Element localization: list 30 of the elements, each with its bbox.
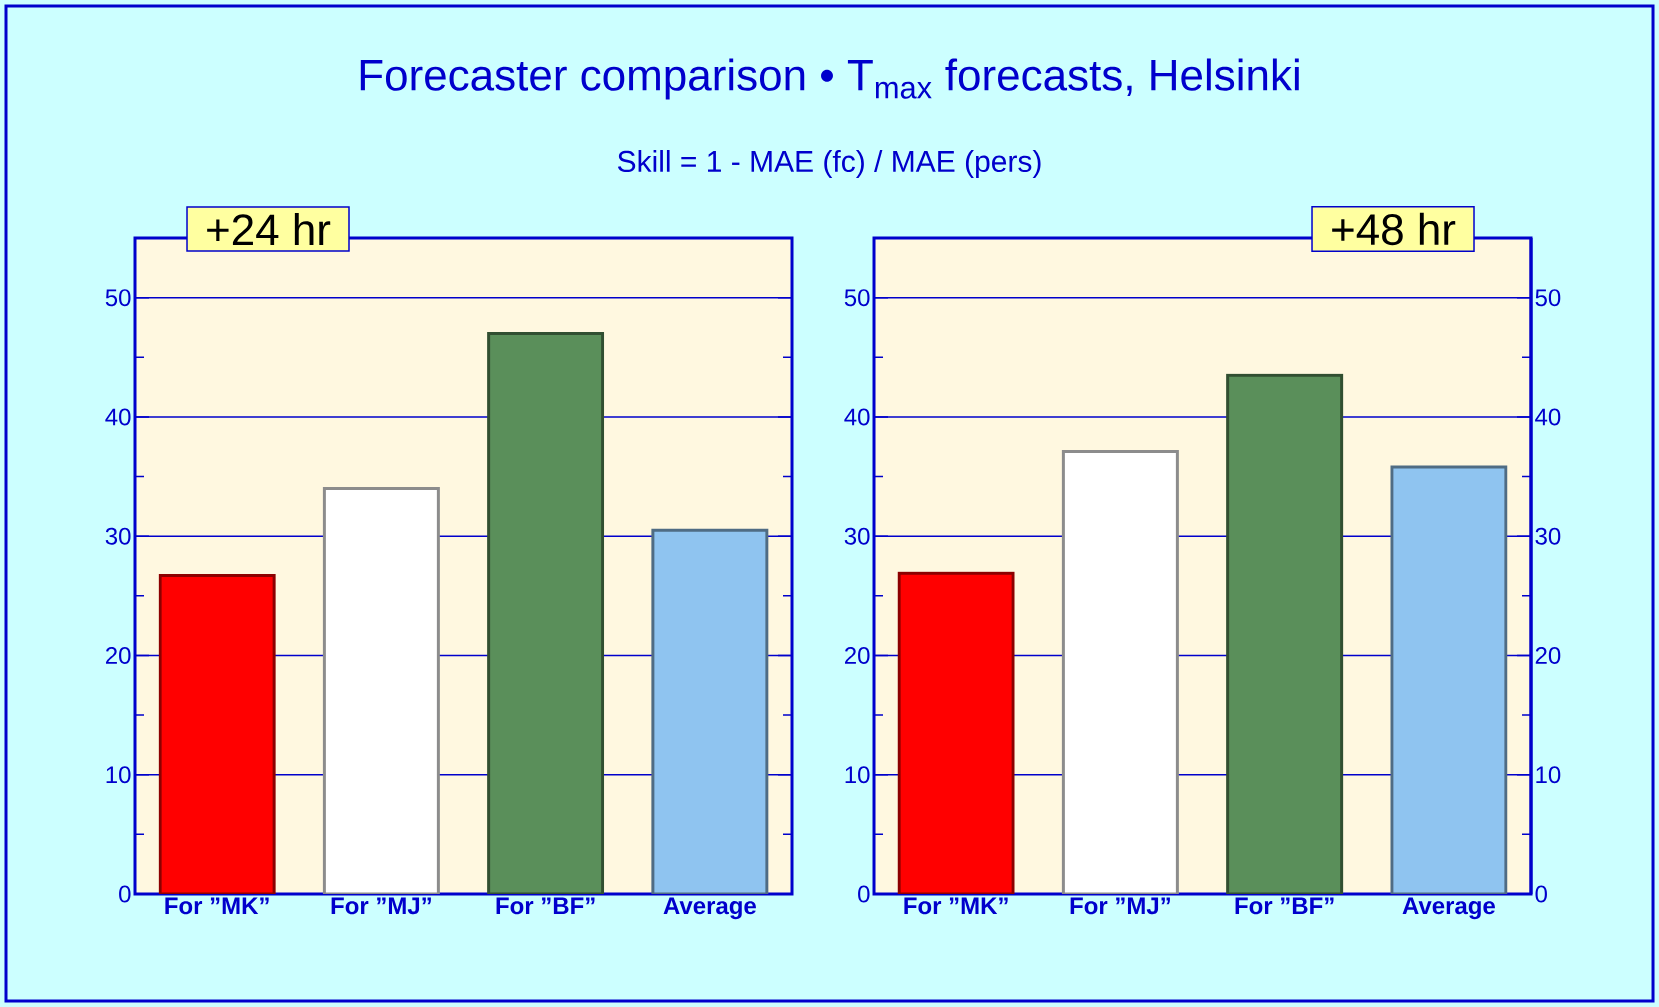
y2-tick-label: 40 bbox=[1535, 408, 1561, 426]
y2-tick-label: 10 bbox=[1536, 766, 1561, 784]
chart-subtitle: Skill = 1 - MAE (fc) / MAE (pers) bbox=[617, 150, 1041, 178]
x-tick-label: For ”MK” bbox=[165, 897, 269, 915]
y-tick-label: 30 bbox=[844, 527, 870, 545]
x-tick-label: For ”MK” bbox=[904, 897, 1008, 915]
y2-tick-label: 30 bbox=[1535, 527, 1561, 545]
x-tick-label: For ”BF” bbox=[496, 897, 595, 915]
y-tick-label: 0 bbox=[119, 885, 131, 903]
x-tick-label: Average bbox=[663, 897, 756, 920]
annotation: +48 hr bbox=[1332, 212, 1456, 246]
y-tick-label: 50 bbox=[105, 289, 131, 307]
y-tick-label: 10 bbox=[106, 766, 131, 784]
x-tick-label: For ”MJ” bbox=[331, 897, 431, 915]
y-tick-label: 20 bbox=[844, 646, 870, 664]
y-tick-label: 30 bbox=[105, 527, 131, 545]
annotation: +24 hr bbox=[207, 213, 331, 245]
y2-tick-label: 0 bbox=[1535, 885, 1547, 903]
y-tick-label: 50 bbox=[844, 289, 870, 307]
x-tick-label: For ”MJ” bbox=[1070, 897, 1170, 915]
y2-tick-label: 20 bbox=[1535, 646, 1561, 664]
x-tick-label: Average bbox=[1402, 897, 1495, 920]
x-tick-label: For ”BF” bbox=[1235, 897, 1334, 915]
y-tick-label: 40 bbox=[844, 408, 870, 426]
y-tick-label: 0 bbox=[858, 885, 870, 903]
y-tick-label: 10 bbox=[845, 766, 870, 784]
y2-tick-label: 50 bbox=[1535, 289, 1561, 307]
chart-title: Forecaster comparison • T$_{max}$ forecasts, Helsinki bbox=[360, 58, 1299, 100]
y-tick-label: 20 bbox=[105, 646, 131, 664]
y-tick-label: 40 bbox=[105, 408, 131, 426]
